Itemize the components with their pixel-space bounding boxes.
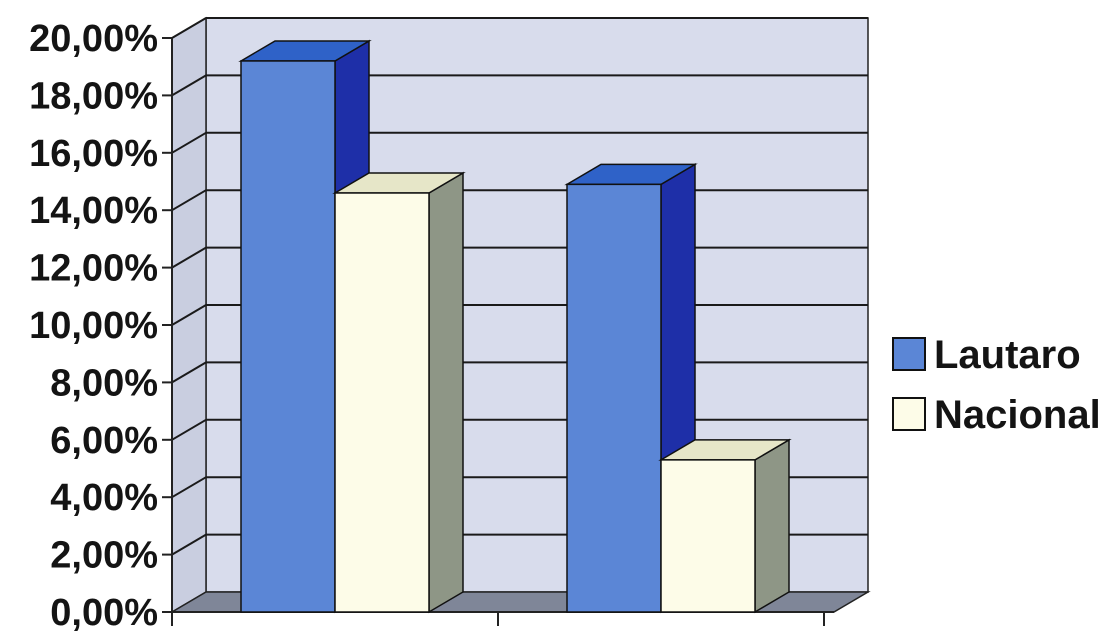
gridline-side bbox=[171, 533, 207, 556]
bar-front bbox=[660, 459, 756, 613]
bar-nacional bbox=[658, 438, 792, 614]
legend: Lautaro Nacional bbox=[892, 333, 1101, 437]
y-axis: 0,00% 2,00% 4,00% 6,00% 8,00% 10,00% 12,00% 14,… bbox=[29, 18, 834, 632]
legend-swatch bbox=[892, 337, 926, 371]
bar-front bbox=[240, 60, 336, 613]
y-tick-label: 4,00% bbox=[50, 477, 158, 519]
gridline-side bbox=[171, 189, 207, 212]
y-tick-label: 6,00% bbox=[50, 420, 158, 462]
legend-item-lautaro: Lautaro bbox=[892, 333, 1081, 377]
legend-label: Lautaro bbox=[934, 333, 1081, 377]
legend-label: Nacional bbox=[934, 393, 1101, 437]
legend-item-nacional: Nacional bbox=[892, 393, 1101, 437]
y-tick-label: 8,00% bbox=[50, 362, 158, 404]
gridline-side bbox=[171, 131, 207, 154]
y-tick-label: 0,00% bbox=[50, 592, 158, 632]
bar-front bbox=[566, 183, 662, 613]
y-tick-label: 2,00% bbox=[50, 535, 158, 577]
y-tick-label: 10,00% bbox=[29, 305, 158, 347]
y-tick-label: 20,00% bbox=[29, 18, 158, 60]
gridline-side bbox=[171, 17, 207, 39]
gridline-side bbox=[171, 74, 207, 97]
bar-side bbox=[754, 438, 790, 614]
bars bbox=[238, 39, 792, 614]
y-tick-label: 16,00% bbox=[29, 133, 158, 175]
gridline-side bbox=[171, 246, 207, 269]
y-tick-label: 12,00% bbox=[29, 248, 158, 290]
gridline-side bbox=[171, 361, 207, 384]
y-tick-label: 18,00% bbox=[29, 75, 158, 117]
bar-front bbox=[334, 192, 430, 613]
y-tick-label: 14,00% bbox=[29, 190, 158, 232]
gridline-side bbox=[171, 418, 207, 441]
legend-swatch bbox=[892, 397, 926, 431]
gridline-side bbox=[171, 304, 207, 326]
bar-side bbox=[428, 171, 464, 614]
bar-nacional bbox=[332, 171, 466, 614]
gridline-side bbox=[171, 476, 207, 499]
